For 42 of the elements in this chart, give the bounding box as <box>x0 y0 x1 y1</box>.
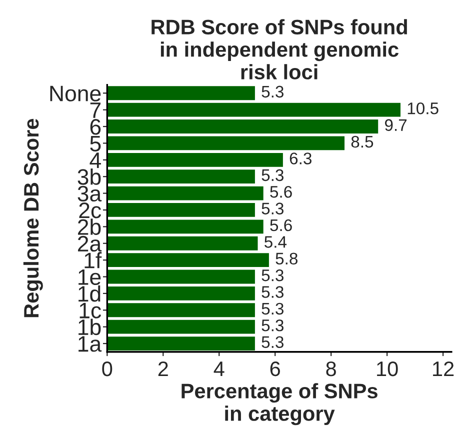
y-tick-label: 2c <box>79 202 102 218</box>
x-tick-label: 2 <box>158 361 168 376</box>
y-tick-label: 2b <box>78 218 101 235</box>
data-label: 5.8 <box>276 252 298 265</box>
chart-title: RDB Score of SNPs found in independent genomic risk loci <box>152 19 407 80</box>
data-label: 8.5 <box>351 136 374 148</box>
x-tick-label: 10 <box>377 361 398 376</box>
data-label: 5.3 <box>262 169 284 182</box>
y-tick-label: None <box>50 86 101 102</box>
data-label: 5.3 <box>262 320 284 332</box>
data-label: 5.3 <box>262 269 284 282</box>
data-label: 9.7 <box>385 119 407 131</box>
x-tick-label: 6 <box>270 361 280 376</box>
y-tick-label: 1f <box>84 252 102 268</box>
y-tick-label: 1d <box>78 285 100 302</box>
y-tick-label: 3b <box>78 168 101 185</box>
data-label: 5.3 <box>262 86 284 98</box>
y-tick-label: 2a <box>78 236 102 252</box>
x-tick-label: 4 <box>214 362 224 376</box>
y-tick-label: 1b <box>78 318 101 336</box>
data-label: 5.6 <box>270 186 292 198</box>
data-label: 5.4 <box>264 236 287 248</box>
x-tick-label: 12 <box>433 361 454 376</box>
data-label: 5.3 <box>262 302 284 315</box>
data-label: 10.5 <box>408 102 438 114</box>
y-tick-label: 1a <box>78 336 102 352</box>
y-tick-label: 6 <box>90 119 101 135</box>
y-axis-title: Regulome DB Score <box>23 118 43 318</box>
y-tick-label: 7 <box>90 102 100 118</box>
x-axis-title: Percentage of SNPs in category <box>182 383 378 426</box>
y-tick-label: 1c <box>80 302 102 318</box>
x-tick-label: 0 <box>102 361 112 376</box>
y-tick-label: 1e <box>78 270 101 286</box>
data-label: 5.3 <box>262 286 284 298</box>
data-label: 5.6 <box>270 219 292 232</box>
y-tick-label: 5 <box>90 136 101 152</box>
data-label: 6.3 <box>290 152 312 164</box>
x-tick-label: 8 <box>326 361 336 376</box>
y-tick-label: 4 <box>90 152 101 168</box>
y-tick-label: 3a <box>78 186 102 202</box>
data-label: 5.3 <box>262 202 284 214</box>
data-label: 5.3 <box>262 336 284 348</box>
